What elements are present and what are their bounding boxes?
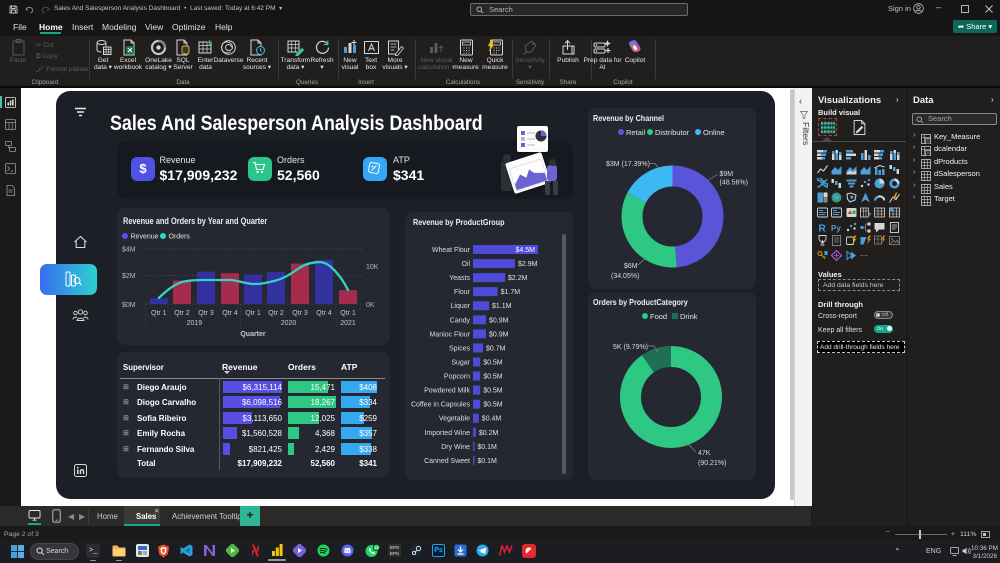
svg-text:$2M: $2M xyxy=(122,273,136,280)
svg-text:$1.1M: $1.1M xyxy=(492,303,512,310)
svg-text:Qtr 2: Qtr 2 xyxy=(268,310,284,317)
svg-text:Flour: Flour xyxy=(454,289,471,296)
svg-text:2021: 2021 xyxy=(340,320,356,327)
svg-text:$0.7M: $0.7M xyxy=(486,345,506,352)
svg-text:Qtr 1: Qtr 1 xyxy=(340,310,356,317)
svg-text:Wheat Flour: Wheat Flour xyxy=(432,247,471,254)
svg-text:$3M (17.39%): $3M (17.39%) xyxy=(606,161,650,168)
svg-text:$9M: $9M xyxy=(720,171,734,178)
svg-text:Qtr 4: Qtr 4 xyxy=(222,310,238,317)
svg-text:Manioc Flour: Manioc Flour xyxy=(430,331,471,338)
svg-text:2019: 2019 xyxy=(187,320,203,327)
svg-text:Online: Online xyxy=(703,128,725,137)
svg-text:$0M: $0M xyxy=(122,302,136,309)
svg-text:Qtr 3: Qtr 3 xyxy=(198,310,214,317)
svg-text:Qtr 1: Qtr 1 xyxy=(245,310,261,317)
svg-text:Powdered Milk: Powdered Milk xyxy=(424,388,470,395)
svg-text:$4M: $4M xyxy=(122,247,136,254)
svg-text:Drink: Drink xyxy=(680,312,698,321)
svg-text:Retail: Retail xyxy=(626,128,646,137)
svg-text:$0.9M: $0.9M xyxy=(489,317,509,324)
svg-text:Vegetable: Vegetable xyxy=(439,416,470,423)
svg-text:Imported Wine: Imported Wine xyxy=(424,430,470,437)
svg-text:Orders: Orders xyxy=(169,234,191,241)
svg-text:$0.4M: $0.4M xyxy=(482,416,502,423)
svg-text:$0.5M: $0.5M xyxy=(483,402,503,409)
svg-text:$0.5M: $0.5M xyxy=(483,359,503,366)
svg-text:19: 19 xyxy=(374,545,379,550)
svg-text:Dry Wine: Dry Wine xyxy=(441,444,470,451)
svg-text:$6M: $6M xyxy=(624,263,638,270)
svg-text:(48.56%): (48.56%) xyxy=(720,180,748,187)
svg-text:Canned Sweet: Canned Sweet xyxy=(424,458,470,465)
svg-text:Liquor: Liquor xyxy=(451,303,471,310)
svg-text:⋯: ⋯ xyxy=(861,253,868,260)
svg-text:(34.05%): (34.05%) xyxy=(611,273,639,280)
svg-text:0K: 0K xyxy=(366,302,375,309)
svg-text:Sugar: Sugar xyxy=(451,359,470,366)
svg-text:Quarter: Quarter xyxy=(240,331,266,338)
svg-text:$2.2M: $2.2M xyxy=(508,275,528,282)
svg-text:$0.1M: $0.1M xyxy=(477,458,497,465)
svg-text:47K: 47K xyxy=(698,450,711,457)
svg-text:$0.5M: $0.5M xyxy=(483,374,503,381)
svg-text:$0.5M: $0.5M xyxy=(483,388,503,395)
svg-text:Qtr 2: Qtr 2 xyxy=(174,310,190,317)
svg-text:R: R xyxy=(818,223,826,233)
svg-text:Food: Food xyxy=(650,312,667,321)
svg-text:$0.1M: $0.1M xyxy=(477,444,497,451)
svg-text:Qtr 3: Qtr 3 xyxy=(292,310,308,317)
svg-text:$0.2M: $0.2M xyxy=(479,430,499,437)
svg-text:5K (9.79%): 5K (9.79%) xyxy=(613,344,648,351)
svg-text:10K: 10K xyxy=(366,264,379,271)
svg-text:Revenue: Revenue xyxy=(131,234,159,241)
svg-text:Oil: Oil xyxy=(461,261,470,268)
svg-text:2020: 2020 xyxy=(281,320,297,327)
svg-text:Qtr 4: Qtr 4 xyxy=(316,310,332,317)
svg-text:Py: Py xyxy=(831,224,841,233)
svg-text:Spices: Spices xyxy=(449,345,471,352)
svg-text:$2.9M: $2.9M xyxy=(518,261,538,268)
svg-text:$4.5M: $4.5M xyxy=(516,247,536,254)
svg-text:Yeasts: Yeasts xyxy=(449,275,470,282)
svg-text:(90.21%): (90.21%) xyxy=(698,460,726,467)
svg-text:Distributor: Distributor xyxy=(655,128,690,137)
svg-text:Candy: Candy xyxy=(450,317,471,324)
svg-text:Qtr 1: Qtr 1 xyxy=(151,310,167,317)
svg-text:$0.9M: $0.9M xyxy=(489,331,509,338)
svg-text:Popcorn: Popcorn xyxy=(444,374,470,381)
svg-text:Coffee in Capsules: Coffee in Capsules xyxy=(411,402,471,409)
svg-text:$1.7M: $1.7M xyxy=(501,289,521,296)
